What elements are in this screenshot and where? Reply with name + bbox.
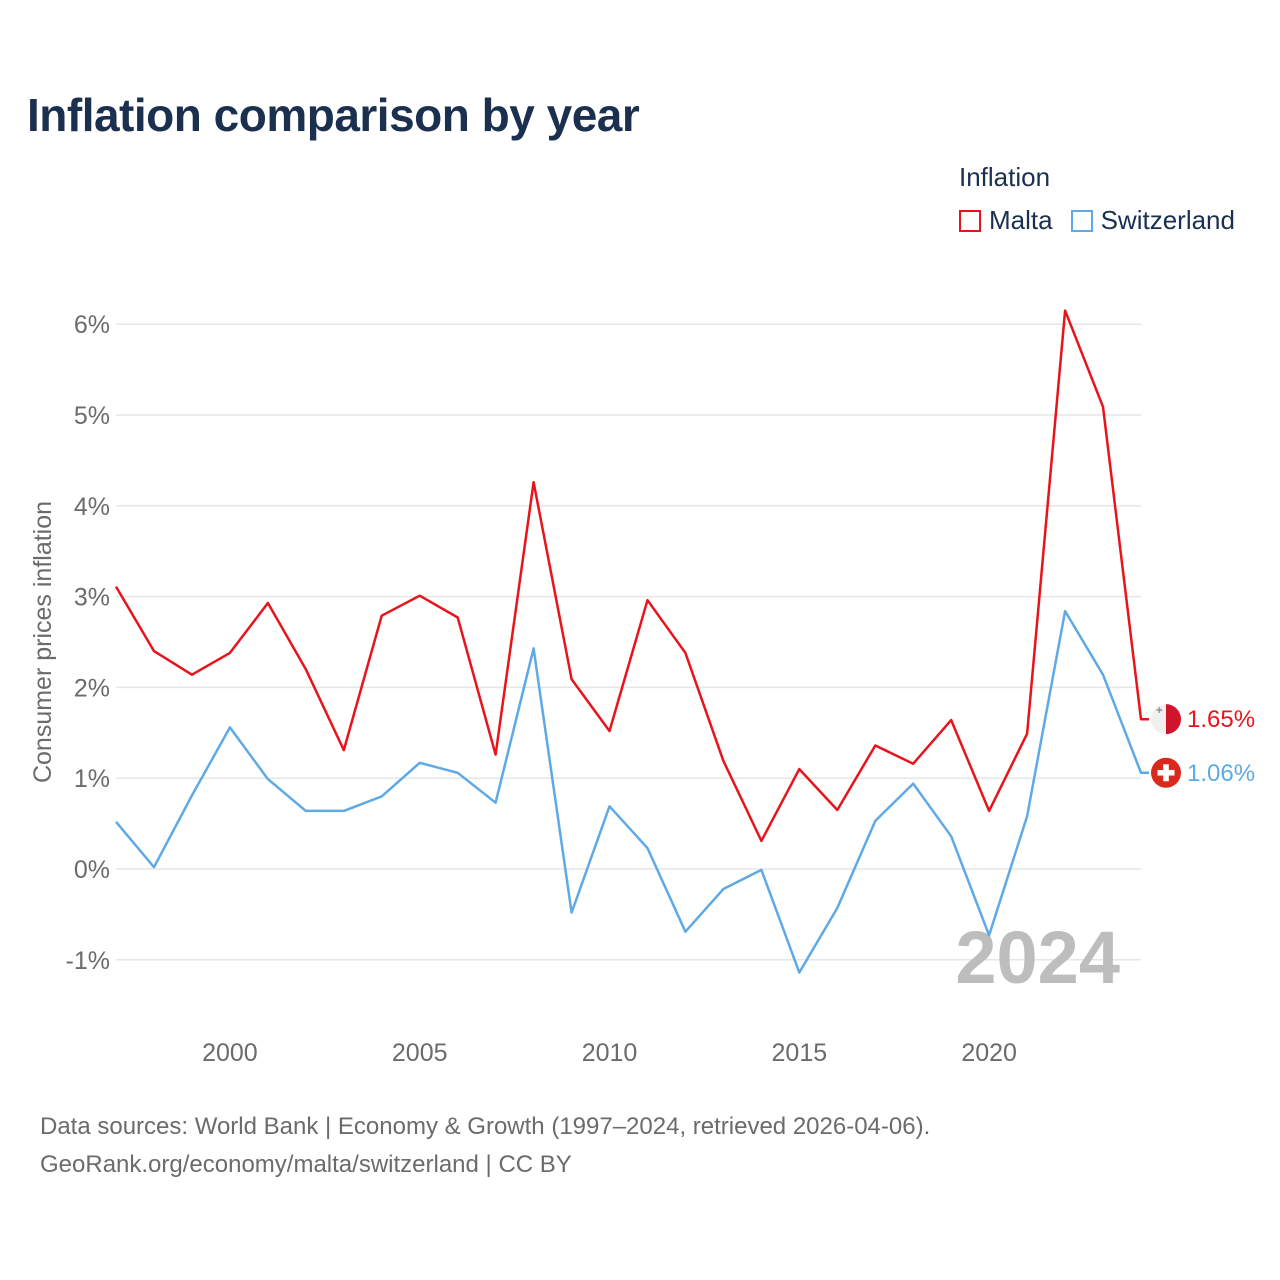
y-tick-label: -1%	[66, 947, 110, 975]
end-label-malta: 1.65%	[1187, 706, 1255, 733]
y-tick-label: 3%	[74, 584, 110, 612]
series-line-switzerland	[115, 609, 1149, 974]
footer: Data sources: World Bank | Economy & Gro…	[40, 1108, 930, 1184]
x-tick-label: 2015	[772, 1039, 828, 1067]
footer-sources: Data sources: World Bank | Economy & Gro…	[40, 1113, 931, 1140]
legend-swatch-malta	[959, 209, 981, 232]
legend-swatch-switzerland	[1070, 209, 1093, 232]
switzerland-flag-icon	[1151, 757, 1181, 788]
watermark-year: 2024	[955, 916, 1120, 999]
y-tick-label: 4%	[74, 493, 110, 521]
end-label-switzerland: 1.06%	[1187, 760, 1255, 787]
x-tick-label: 2010	[582, 1039, 638, 1067]
legend-item-switzerland[interactable]: Switzerland	[1070, 205, 1235, 236]
y-tick-label: 1%	[74, 765, 110, 793]
y-tick-label: 2%	[74, 674, 110, 702]
svg-text:✚: ✚	[1156, 706, 1163, 715]
x-tick-label: 2020	[961, 1039, 1017, 1067]
legend: Malta Switzerland	[959, 205, 1253, 236]
series-line-malta	[114, 309, 1149, 843]
footer-link[interactable]: GeoRank.org/economy/malta/switzerland | …	[40, 1151, 572, 1178]
x-tick-label: 2000	[202, 1039, 258, 1067]
legend-title: Inflation	[959, 162, 1051, 192]
y-axis-label: Consumer prices inflation	[29, 501, 57, 783]
chart-title: Inflation comparison by year	[27, 89, 640, 141]
y-tick-label: 0%	[74, 856, 110, 884]
legend-item-malta[interactable]: Malta	[959, 205, 1053, 236]
malta-flag-icon: ✚	[1151, 704, 1181, 735]
x-tick-label: 2005	[392, 1039, 448, 1067]
legend-label-switzerland: Switzerland	[1100, 205, 1235, 235]
y-tick-label: 5%	[74, 402, 110, 430]
y-tick-label: 6%	[74, 311, 110, 339]
legend-label-malta: Malta	[989, 205, 1053, 235]
